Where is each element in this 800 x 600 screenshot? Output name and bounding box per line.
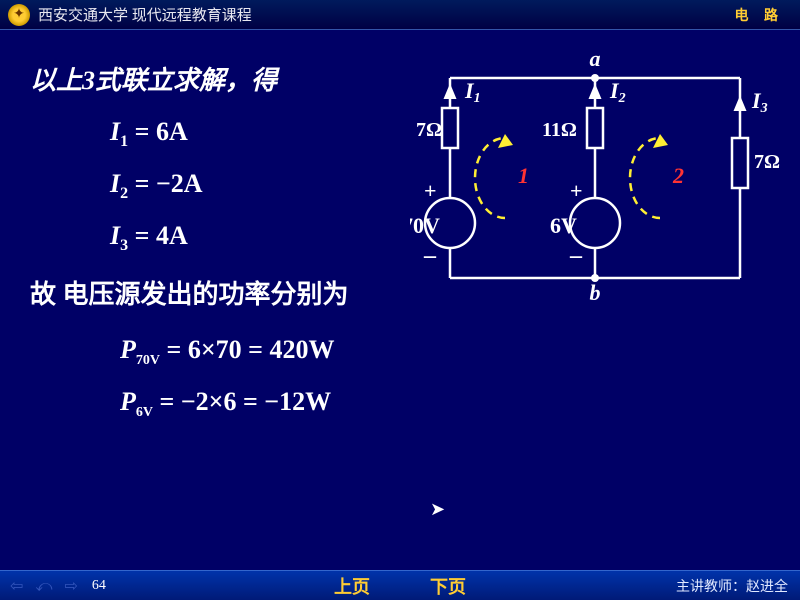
eq-p70: P70V = 6×70 = 420W bbox=[120, 335, 770, 369]
circuit-diagram: a b I1 I2 I3 7Ω 11Ω 7Ω + – + – 70V 6V 1 … bbox=[410, 48, 780, 308]
svg-text:–: – bbox=[569, 243, 583, 269]
svg-text:1: 1 bbox=[518, 163, 529, 188]
mouse-cursor: ➤ bbox=[430, 499, 445, 520]
svg-text:11Ω: 11Ω bbox=[542, 119, 577, 141]
power-block: P70V = 6×70 = 420W P6V = −2×6 = −12W bbox=[120, 335, 770, 421]
svg-text:I2: I2 bbox=[609, 78, 626, 106]
teacher-label: 主讲教师：赵进全 bbox=[676, 576, 788, 596]
svg-text:7Ω: 7Ω bbox=[754, 151, 780, 173]
node-b: b bbox=[590, 280, 601, 305]
svg-text:+: + bbox=[424, 178, 437, 203]
svg-text:I1: I1 bbox=[464, 78, 481, 106]
svg-text:–: – bbox=[423, 243, 437, 269]
university-name: 西安交通大学 现代远程教育课程 bbox=[38, 4, 252, 25]
slide-content: 以上3式联立求解，得 I1 = 6A I2 = −2A I3 = 4A 故 电压… bbox=[0, 30, 800, 570]
svg-text:7Ω: 7Ω bbox=[416, 119, 442, 141]
eq-p6: P6V = −2×6 = −12W bbox=[120, 387, 770, 421]
header-bar: 西安交通大学 现代远程教育课程 电 路 bbox=[0, 0, 800, 30]
university-logo bbox=[8, 4, 30, 26]
course-label: 电 路 bbox=[735, 5, 785, 25]
node-a: a bbox=[590, 48, 601, 71]
prev-page-link[interactable]: 上页 bbox=[334, 573, 370, 599]
next-page-link[interactable]: 下页 bbox=[430, 573, 466, 599]
svg-text:+: + bbox=[570, 178, 583, 203]
svg-text:I3: I3 bbox=[751, 88, 768, 116]
svg-text:6V: 6V bbox=[550, 213, 577, 238]
footer-bar: ⇦ ⤺ ⇨ 64 上页 下页 主讲教师：赵进全 bbox=[0, 570, 800, 600]
nav-arrow-icons[interactable]: ⇦ ⤺ ⇨ bbox=[10, 576, 82, 596]
svg-text:2: 2 bbox=[672, 163, 684, 188]
svg-text:70V: 70V bbox=[410, 213, 440, 238]
page-number: 64 bbox=[92, 578, 106, 594]
